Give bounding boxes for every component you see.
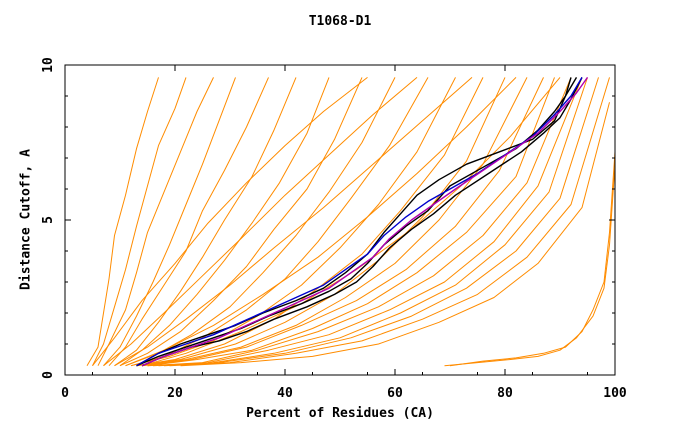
x-tick-label: 20 — [167, 386, 183, 401]
series-line-16 — [147, 77, 555, 367]
series-line-15 — [141, 77, 544, 367]
series-line-20 — [163, 77, 599, 367]
y-tick-label: 5 — [41, 216, 56, 224]
series-line-10 — [130, 77, 429, 367]
x-tick-label: 80 — [497, 386, 513, 401]
series-line-22 — [180, 102, 610, 367]
series-line-29 — [449, 151, 616, 367]
series-line-12 — [136, 77, 484, 367]
series-line-3 — [97, 77, 214, 366]
series-line-11 — [130, 77, 456, 367]
axis-layer: 0 20 40 60 80 100 0 5 10 — [41, 57, 627, 401]
series-layer — [86, 76, 616, 367]
series-line-21 — [169, 77, 610, 367]
series-line-32 — [136, 77, 572, 367]
series-line-27 — [141, 77, 561, 367]
series-line-24 — [103, 77, 418, 367]
series-line-2 — [92, 77, 187, 366]
series-line-7 — [119, 77, 330, 367]
series-line-14 — [141, 77, 528, 367]
x-axis-label: Percent of Residues (CA) — [246, 406, 434, 421]
series-line-4 — [103, 77, 236, 367]
series-line-25 — [114, 77, 473, 367]
x-tick-label: 60 — [387, 386, 403, 401]
x-tick-label: 40 — [277, 386, 293, 401]
series-line-26 — [125, 77, 517, 367]
x-tick-label: 100 — [603, 386, 627, 401]
chart-title: T1068-D1 — [308, 14, 372, 29]
series-line-19 — [158, 77, 588, 367]
series-line-5 — [108, 77, 269, 367]
series-line-18 — [152, 77, 583, 367]
series-line-23 — [92, 77, 368, 367]
series-line-6 — [114, 77, 297, 367]
series-line-1 — [86, 77, 159, 366]
series-line-34 — [141, 76, 589, 367]
y-tick-label: 10 — [41, 57, 56, 73]
x-tick-label: 0 — [61, 386, 69, 401]
y-tick-label: 0 — [41, 371, 56, 379]
series-line-8 — [119, 77, 363, 367]
series-line-31 — [141, 77, 583, 367]
series-line-13 — [136, 77, 506, 367]
series-line-28 — [444, 164, 616, 367]
series-line-17 — [147, 77, 572, 367]
